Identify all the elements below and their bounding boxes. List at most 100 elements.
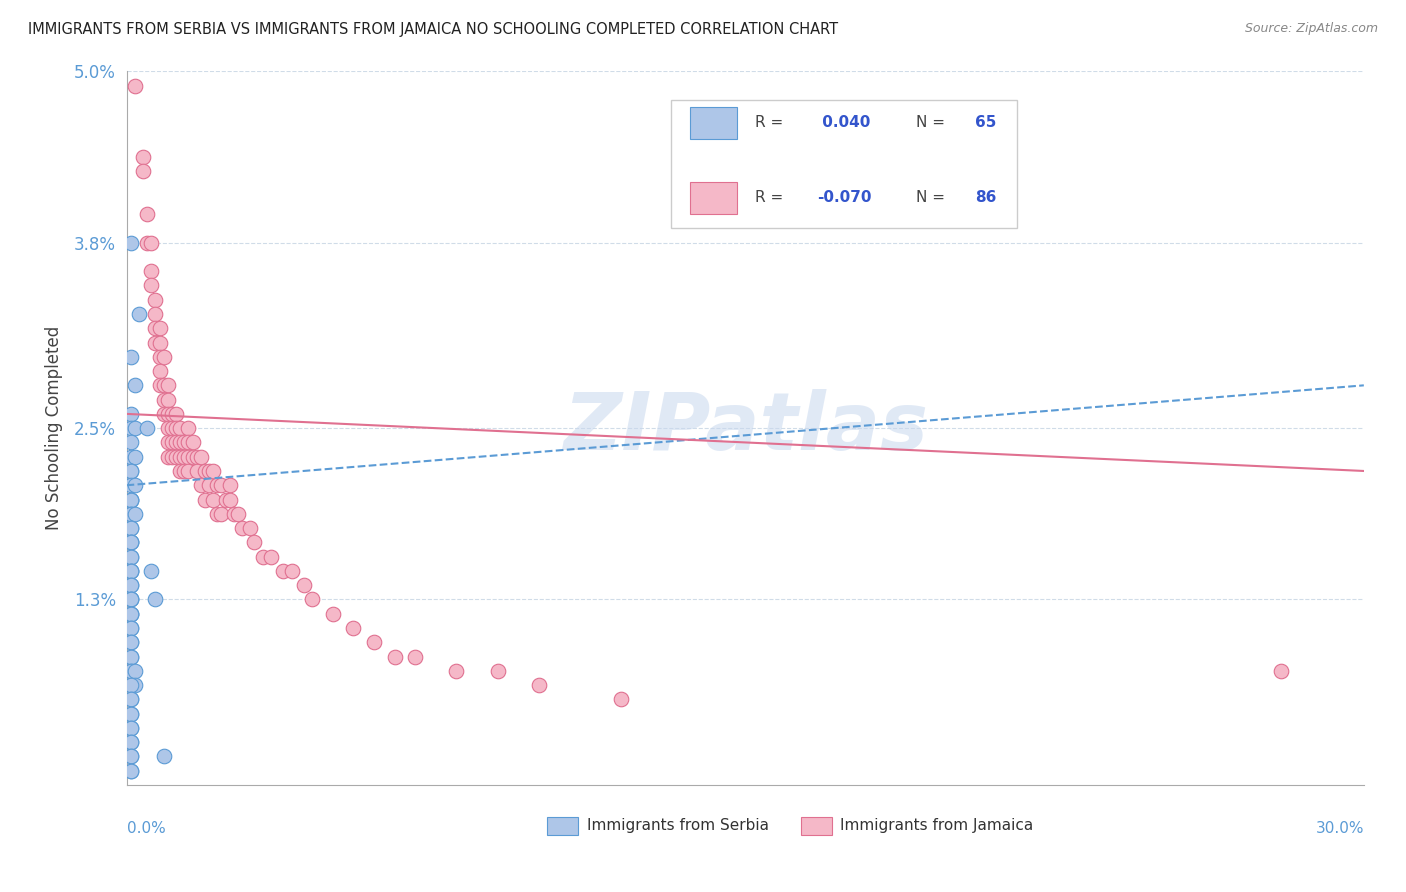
Point [124,421,146,435]
Point [218,478,240,492]
Point [120,764,142,778]
Point [120,478,142,492]
Point [160,421,183,435]
Text: -0.070: -0.070 [817,190,872,205]
Point [198,478,221,492]
Text: 65: 65 [976,115,997,130]
Point [124,478,146,492]
Point [207,478,229,492]
Point [145,307,167,321]
Point [342,621,364,635]
Point [160,407,183,421]
Point [156,421,179,435]
Point [120,521,142,535]
Point [173,450,195,464]
Y-axis label: No Schooling Completed: No Schooling Completed [45,326,63,530]
Point [120,621,142,635]
Point [207,507,229,521]
Point [198,464,221,478]
Point [218,492,240,507]
Text: Source: ZipAtlas.com: Source: ZipAtlas.com [1244,22,1378,36]
Point [384,649,406,664]
Point [120,549,142,564]
Point [120,464,142,478]
Point [148,378,170,392]
Point [120,635,142,649]
Point [124,664,146,678]
Point [165,435,187,450]
Point [141,264,163,278]
Point [190,478,212,492]
Point [252,549,274,564]
Point [292,578,315,592]
Point [120,507,142,521]
Point [124,378,146,392]
Point [239,521,262,535]
Text: Immigrants from Serbia: Immigrants from Serbia [586,819,769,833]
Point [120,664,142,678]
Point [145,293,167,307]
Point [120,578,142,592]
Point [243,535,266,549]
Point [120,464,142,478]
Point [120,649,142,664]
Point [177,421,200,435]
Point [165,450,187,464]
Point [186,450,208,464]
Point [169,435,191,450]
Point [120,664,142,678]
Point [120,450,142,464]
Point [148,350,170,364]
Point [120,578,142,592]
Point [202,464,225,478]
Point [120,564,142,578]
Point [322,607,344,621]
Point [280,564,302,578]
Point [363,635,385,649]
Point [141,564,163,578]
Text: Immigrants from Jamaica: Immigrants from Jamaica [841,819,1033,833]
Point [165,421,187,435]
Bar [689,107,737,139]
Point [124,78,146,93]
Point [120,507,142,521]
Point [148,321,170,335]
Point [120,735,142,749]
Point [160,435,183,450]
Point [181,435,204,450]
Point [156,450,179,464]
Point [1270,664,1292,678]
Text: R =: R = [755,115,789,130]
Point [120,635,142,649]
Point [156,378,179,392]
Point [148,335,170,350]
Point [141,235,163,250]
Point [120,692,142,706]
Bar [547,817,578,835]
Point [120,235,142,250]
Point [120,692,142,706]
Point [160,450,183,464]
Point [527,678,550,692]
Point [136,207,159,221]
Point [152,749,174,764]
Point [124,507,146,521]
Point [145,321,167,335]
Point [145,592,167,607]
Point [120,621,142,635]
Point [120,749,142,764]
Point [120,350,142,364]
Text: 0.040: 0.040 [817,115,870,130]
Point [446,664,468,678]
Text: 0.0%: 0.0% [127,821,166,836]
Text: 86: 86 [976,190,997,205]
Point [165,407,187,421]
Point [120,521,142,535]
Point [120,592,142,607]
Point [120,564,142,578]
Point [209,478,232,492]
Point [156,435,179,450]
Point [152,392,174,407]
Point [301,592,323,607]
Point [186,464,208,478]
